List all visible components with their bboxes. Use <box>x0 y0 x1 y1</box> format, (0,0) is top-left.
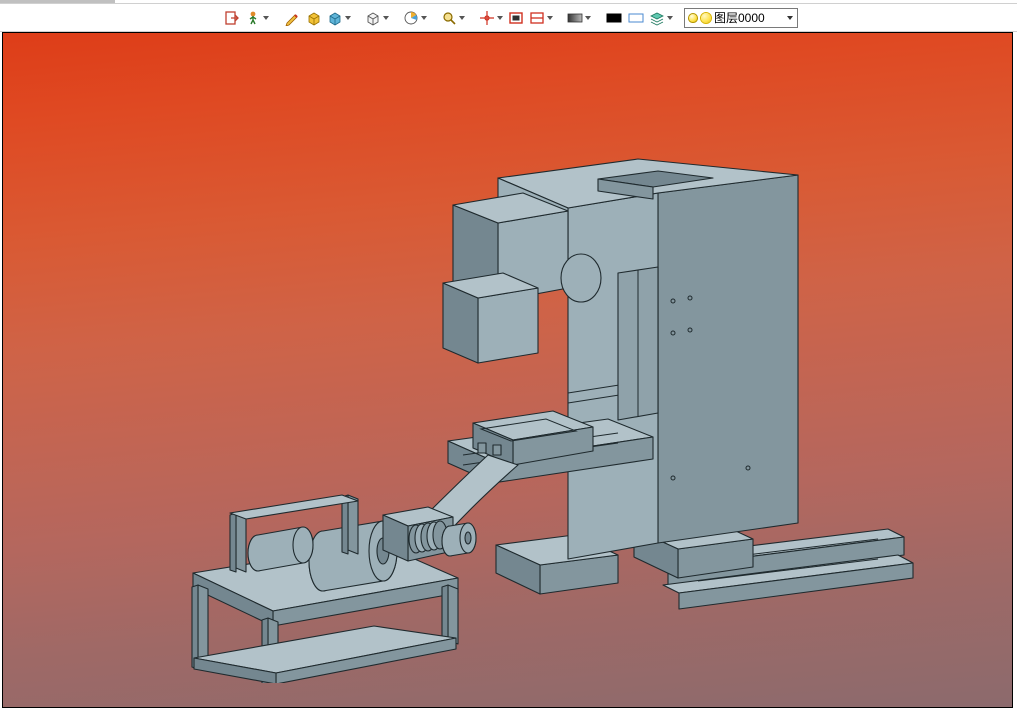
viewport-3d[interactable]: .f { fill:#9db0b8; stroke:#1f2a2e; strok… <box>2 32 1013 708</box>
lightbulb-icon <box>688 13 698 23</box>
layer-selector[interactable]: 图层0000 <box>684 8 798 28</box>
model-3d: .f { fill:#9db0b8; stroke:#1f2a2e; strok… <box>98 83 918 683</box>
swatch-white-icon <box>628 10 644 26</box>
title-bar-fragment <box>0 0 1017 3</box>
pencil-button[interactable] <box>282 7 302 29</box>
pie-icon <box>403 10 419 26</box>
rect-red-icon <box>508 10 524 26</box>
align-icon <box>529 10 545 26</box>
exit-button[interactable] <box>222 7 242 29</box>
cube-white-dropdown[interactable] <box>364 7 390 29</box>
crosshair-icon <box>479 10 495 26</box>
stack-teal-dropdown[interactable] <box>648 7 674 29</box>
swatch-white-button[interactable] <box>626 7 646 29</box>
swatch-black-button[interactable] <box>604 7 624 29</box>
fill-gradient-icon <box>567 10 583 26</box>
fill-gradient-dropdown[interactable] <box>566 7 592 29</box>
chevron-down-icon <box>787 16 793 20</box>
zoom-icon <box>441 10 457 26</box>
figure-dropdown[interactable] <box>244 7 270 29</box>
align-dropdown[interactable] <box>528 7 554 29</box>
box-yellow-icon <box>306 10 322 26</box>
toolbar: 图层0000 <box>0 3 1017 32</box>
cube-white-icon <box>365 10 381 26</box>
figure-icon <box>245 10 261 26</box>
swatch-black-icon <box>606 10 622 26</box>
zoom-dropdown[interactable] <box>440 7 466 29</box>
box-yellow-button[interactable] <box>304 7 324 29</box>
box-blue-icon <box>327 10 343 26</box>
layer-selector-label: 图层0000 <box>714 9 765 26</box>
pencil-icon <box>284 10 300 26</box>
crosshair-dropdown[interactable] <box>478 7 504 29</box>
stack-teal-icon <box>649 10 665 26</box>
exit-icon <box>224 10 240 26</box>
pie-dropdown[interactable] <box>402 7 428 29</box>
title-tab <box>0 0 115 3</box>
rect-red-button[interactable] <box>506 7 526 29</box>
box-blue-dropdown[interactable] <box>326 7 352 29</box>
sun-icon <box>701 13 711 23</box>
